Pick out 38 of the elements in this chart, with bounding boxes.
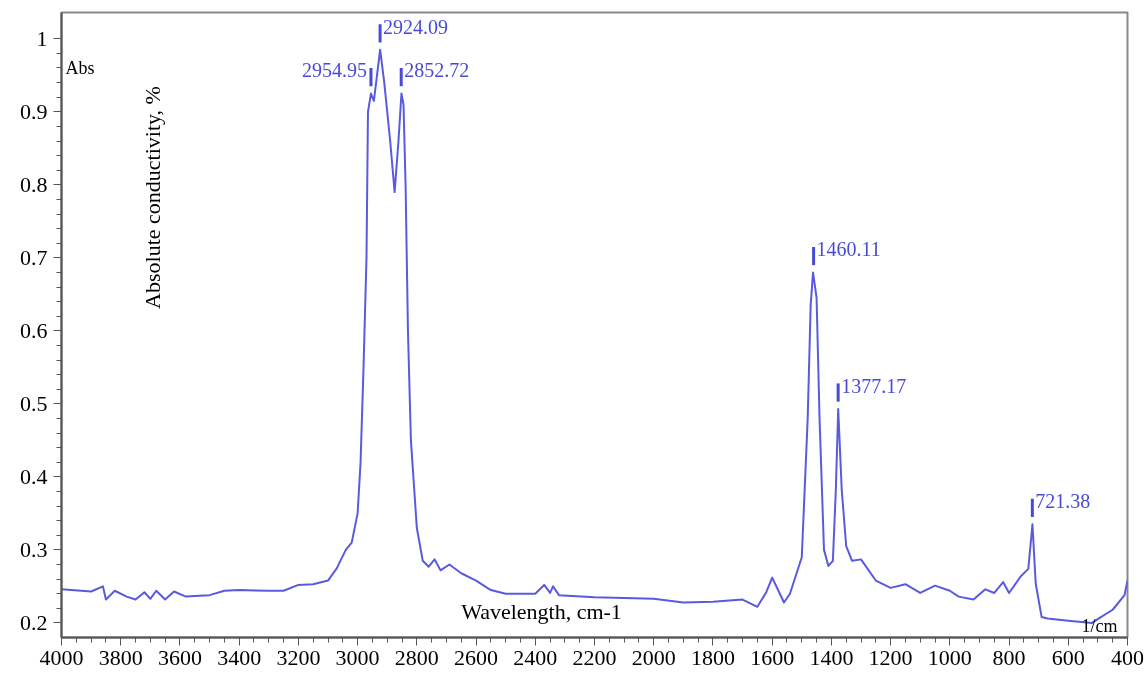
x-tick-label: 3600 xyxy=(157,644,202,670)
x-tick-label: 3400 xyxy=(217,644,262,670)
x-tick-label: 2800 xyxy=(394,644,439,670)
y-tick-label: 0.2 xyxy=(20,609,48,635)
x-tick-label: 1800 xyxy=(690,644,735,670)
x-tick-label: 2200 xyxy=(572,644,617,670)
annotation: 721.38 xyxy=(1035,490,1091,513)
y-axis-title: Absolute conductivity, % xyxy=(139,86,165,309)
x-tick-label: 3200 xyxy=(276,644,321,670)
annotation: Abs xyxy=(65,57,95,78)
annotation: 1460.11 xyxy=(816,238,881,261)
x-tick-label: 600 xyxy=(1051,644,1085,670)
x-tick-label: 800 xyxy=(992,644,1026,670)
y-tick-label: 0.8 xyxy=(20,171,48,197)
x-tick-label: 400 xyxy=(1111,644,1144,670)
x-tick-label: 1200 xyxy=(868,644,913,670)
x-tick-label: 1000 xyxy=(927,644,972,670)
x-tick-label: 3000 xyxy=(335,644,380,670)
y-tick-label: 0.5 xyxy=(20,390,48,416)
y-tick-label: 1 xyxy=(36,25,48,51)
x-tick-label: 2400 xyxy=(513,644,558,670)
x-tick-label: 1400 xyxy=(809,644,854,670)
annotation: 2954.95 xyxy=(301,59,367,82)
y-tick-label: 0.3 xyxy=(20,536,48,562)
y-tick-label: 0.7 xyxy=(20,244,48,270)
x-axis-title: Wavelength, cm-1 xyxy=(461,598,622,624)
y-tick-label: 0.9 xyxy=(20,98,48,124)
x-tick-label: 1600 xyxy=(750,644,795,670)
annotation: 1/cm xyxy=(1081,615,1118,636)
y-tick-label: 0.4 xyxy=(20,463,48,489)
x-tick-label: 3800 xyxy=(98,644,143,670)
x-tick-label: 2000 xyxy=(631,644,676,670)
y-tick-label: 0.6 xyxy=(20,317,48,343)
annotation: 2924.09 xyxy=(383,15,449,38)
annotation: 2852.72 xyxy=(404,59,470,82)
x-tick-label: 2600 xyxy=(454,644,499,670)
x-tick-label: 4000 xyxy=(39,644,84,670)
annotation: 1377.17 xyxy=(841,374,907,397)
